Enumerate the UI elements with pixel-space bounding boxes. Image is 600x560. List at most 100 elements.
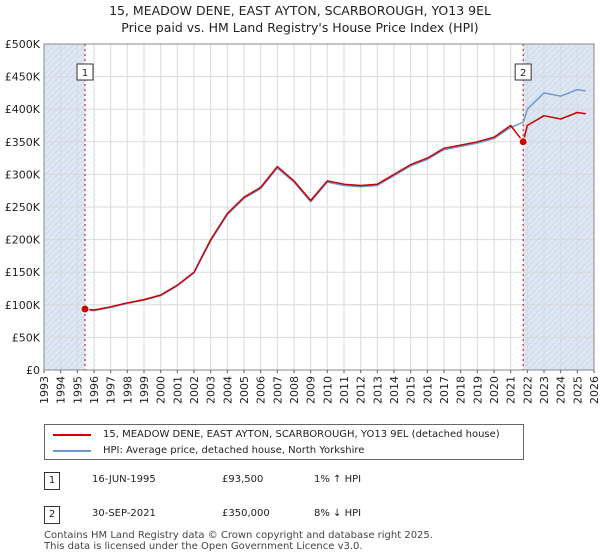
shade-hatch (522, 248, 595, 321)
shade-hatch (43, 43, 69, 69)
shade-hatch (43, 43, 81, 81)
price-paid-line (84, 111, 586, 311)
shade-hatch (47, 332, 86, 371)
shade-hatch (522, 290, 595, 363)
shade-hatch (522, 146, 595, 219)
x-tick-label: 2018 (455, 376, 468, 404)
shade-hatch (522, 176, 595, 249)
chart-title: 15, MEADOW DENE, EAST AYTON, SCARBOROUGH… (0, 2, 600, 36)
shade-hatch (544, 320, 595, 371)
shade-hatch (556, 332, 595, 371)
shade-hatch (522, 140, 595, 213)
sale-price: £350,000 (222, 508, 270, 519)
x-tick-label: 2020 (488, 376, 501, 404)
shade-hatch (43, 308, 86, 351)
shade-hatch (522, 128, 595, 201)
shade-hatch (580, 356, 595, 371)
shade-hatch (586, 362, 595, 371)
y-tick-label: £150K (5, 266, 41, 279)
x-tick-label: 2013 (371, 376, 384, 404)
x-tick-label: 2022 (521, 376, 534, 404)
shade-hatch (43, 284, 86, 327)
y-tick-label: £300K (5, 168, 41, 181)
shade-hatch (43, 236, 86, 279)
x-tick-label: 2007 (271, 376, 284, 404)
shade-hatch (522, 152, 595, 225)
shade-hatch (522, 254, 595, 327)
shade-hatch (522, 224, 595, 297)
shade-hatch (43, 200, 86, 243)
x-tick-label: 2002 (188, 376, 201, 404)
footer-line-1: Contains HM Land Registry data © Crown c… (44, 530, 433, 541)
sale-date: 16-JUN-1995 (92, 474, 156, 485)
y-tick-label: £500K (5, 38, 41, 51)
shade-hatch (43, 260, 86, 303)
sale-number-badge: 2 (44, 506, 60, 524)
y-tick-label: £0 (26, 364, 40, 377)
shade-hatch (43, 242, 86, 285)
chart-legend: 15, MEADOW DENE, EAST AYTON, SCARBOROUGH… (44, 424, 524, 460)
shade-hatch (550, 326, 595, 371)
shade-hatch (43, 43, 75, 75)
shade-hatch (522, 56, 595, 129)
shade-hatch (43, 248, 86, 291)
y-tick-label: £250K (5, 201, 41, 214)
shade-hatch (43, 224, 86, 267)
legend-label-hpi: HPI: Average price, detached house, Nort… (103, 445, 365, 456)
shade-hatch (43, 122, 86, 165)
shade-hatch (538, 314, 595, 371)
shade-hatch (522, 122, 595, 195)
shade-hatch (522, 164, 595, 237)
shade-hatch (43, 212, 86, 255)
shade-hatch (43, 98, 86, 141)
shade-hatch (522, 116, 595, 189)
shade-hatch (43, 43, 57, 57)
shade-hatch (43, 314, 86, 357)
shade-hatch (522, 110, 595, 183)
x-tick-label: 1998 (121, 376, 134, 404)
footer-line-2: This data is licensed under the Open Gov… (44, 541, 363, 552)
x-tick-label: 2008 (288, 376, 301, 404)
x-tick-label: 2023 (538, 376, 551, 404)
shade-hatch (43, 104, 86, 147)
x-tick-label: 2000 (155, 376, 168, 404)
x-tick-label: 2005 (238, 376, 251, 404)
x-tick-label: 1995 (71, 376, 84, 404)
shade-hatch (522, 98, 595, 171)
legend-item-price: 15, MEADOW DENE, EAST AYTON, SCARBOROUGH… (53, 427, 500, 443)
x-tick-label: 2014 (388, 376, 401, 404)
shade-hatch (43, 116, 86, 159)
title-line-1: 15, MEADOW DENE, EAST AYTON, SCARBOROUGH… (109, 3, 491, 18)
shade-hatch (43, 290, 86, 333)
shade-hatch (43, 254, 86, 297)
x-tick-label: 2019 (471, 376, 484, 404)
shade-hatch (43, 43, 51, 51)
shade-hatch (522, 80, 595, 153)
x-tick-label: 2006 (255, 376, 268, 404)
x-tick-label: 2021 (505, 376, 518, 404)
x-tick-label: 2001 (171, 376, 184, 404)
shade-hatch (43, 206, 86, 249)
footer-notice: Contains HM Land Registry data © Crown c… (44, 530, 433, 552)
shade-hatch (43, 230, 86, 273)
legend-swatch-price (53, 434, 91, 436)
shade-hatch (65, 350, 86, 371)
shade-hatch (43, 86, 86, 129)
shade-hatch (522, 296, 595, 369)
shade-hatch (522, 43, 542, 63)
x-tick-label: 2017 (438, 376, 451, 404)
x-tick-label: 1993 (38, 376, 51, 404)
shade-hatch (43, 140, 86, 183)
sale-row: 2 30-SEP-2021 £350,000 8% ↓ HPI (44, 506, 564, 526)
annotation-label: 2 (520, 68, 526, 79)
shade-hatch (43, 92, 86, 135)
x-tick-label: 2010 (321, 376, 334, 404)
shade-hatch (522, 134, 595, 207)
shade-hatch (522, 200, 595, 273)
sale-row: 1 16-JUN-1995 £93,500 1% ↑ HPI (44, 472, 564, 492)
shade-hatch (43, 158, 86, 201)
shade-hatch (522, 43, 578, 99)
shade-hatch (43, 194, 86, 237)
shade-hatch (43, 176, 86, 219)
x-tick-label: 2024 (555, 376, 568, 404)
